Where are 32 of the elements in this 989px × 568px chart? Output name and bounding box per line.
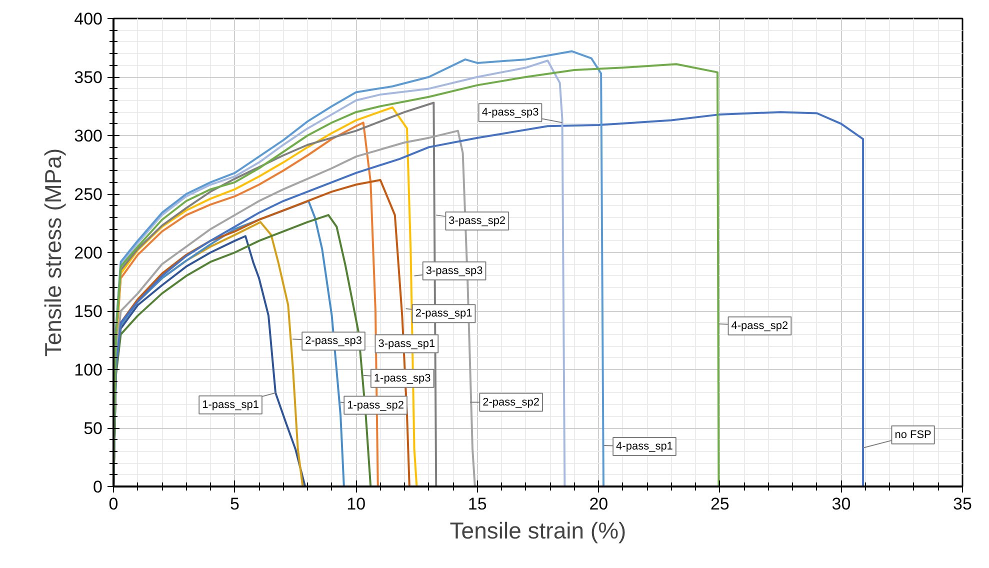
annotation: 4-pass_sp1 [616,440,673,453]
x-tick-label: 25 [710,494,730,514]
y-tick-label: 150 [74,302,103,321]
y-tick-label: 400 [74,10,103,28]
annotation: 4-pass_sp3 [482,106,539,119]
annotation: 1-pass_sp1 [202,398,259,411]
annotation: no FSP [894,428,932,441]
y-tick-label: 300 [74,126,103,146]
y-tick-label: 100 [74,360,103,380]
y-tick-label: 250 [74,185,103,204]
y-tick-label: 200 [74,244,103,262]
annotation: 3-pass_sp2 [448,215,506,228]
y-axis-title: Tensile stress (MPa) [40,148,66,357]
annotation: 3-pass_sp3 [426,264,483,277]
annotation: 4-pass_sp2 [731,320,788,332]
annotation: 3-pass_sp1 [378,338,436,350]
x-tick-label: 30 [832,494,851,514]
y-tick-label: 350 [74,68,103,87]
y-tick-label: 50 [84,419,103,438]
annotation: 1-pass_sp2 [347,399,404,412]
annotation: 2-pass_sp1 [415,308,472,320]
x-axis-title: Tensile strain (%) [450,518,626,544]
annotation: 2-pass_sp2 [482,396,540,408]
annotation: 2-pass_sp3 [305,335,362,348]
x-tick-label: 0 [108,494,118,514]
y-tick-label: 0 [93,478,103,496]
annotation: 1-pass_sp3 [374,372,431,384]
x-tick-label: 15 [468,494,487,514]
x-tick-label: 5 [230,494,240,514]
x-tick-label: 35 [953,494,972,514]
x-tick-label: 20 [589,494,608,514]
x-tick-label: 10 [346,494,366,514]
